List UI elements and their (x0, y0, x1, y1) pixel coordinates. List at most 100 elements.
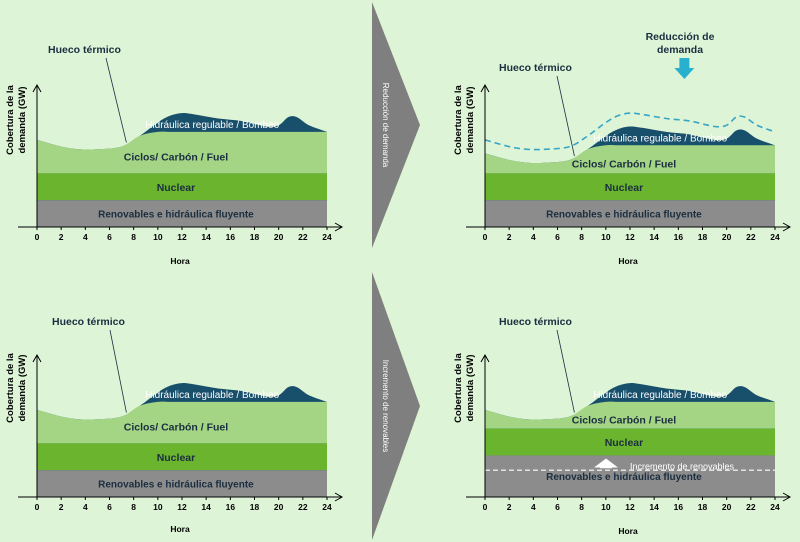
connector-bottom: Incremento de renovables (372, 272, 420, 540)
x-tick-label: 6 (107, 502, 112, 512)
connector-top-shape (372, 2, 420, 248)
x-tick-label: 8 (579, 502, 584, 512)
demand-reduction-arrow (674, 58, 695, 79)
x-tick-label: 16 (226, 502, 236, 512)
y-axis-label: Cobertura de la (453, 84, 464, 154)
connector-top-label: Reducción de demanda (381, 83, 390, 168)
x-tick-label: 6 (555, 502, 560, 512)
x-tick-label: 0 (35, 502, 40, 512)
x-tick-label: 12 (177, 502, 187, 512)
x-tick-label: 4 (531, 232, 536, 242)
x-axis-label: Hora (170, 256, 190, 266)
x-tick-label: 4 (83, 232, 88, 242)
cycles-label: Ciclos/ Carbón / Fuel (572, 414, 677, 426)
x-tick-label: 12 (177, 232, 187, 242)
x-tick-label: 20 (722, 232, 732, 242)
nuclear-area (485, 173, 775, 201)
thermal-gap-pointer (556, 75, 575, 157)
thermal-gap-label: Hueco térmico (52, 316, 125, 328)
y-axis-label: demanda (GW) (465, 86, 476, 153)
x-tick-label: 2 (59, 502, 64, 512)
y-axis-label: demanda (GW) (17, 354, 28, 421)
renewables-label: Renovables e hidráulica fluyente (98, 210, 254, 221)
x-tick-label: 16 (674, 232, 684, 242)
x-tick-label: 16 (674, 502, 684, 512)
x-axis-arrow (334, 492, 344, 502)
x-tick-label: 2 (59, 232, 64, 242)
renewables-label: Renovables e hidráulica fluyente (546, 472, 702, 483)
x-tick-label: 6 (107, 232, 112, 242)
x-tick-label: 20 (274, 232, 284, 242)
x-tick-label: 14 (649, 232, 659, 242)
y-axis-arrow (480, 353, 490, 363)
x-tick-label: 10 (153, 502, 163, 512)
renewables-label: Renovables e hidráulica fluyente (546, 210, 702, 221)
x-tick-label: 4 (531, 502, 536, 512)
x-tick-label: 2 (507, 502, 512, 512)
x-tick-label: 18 (250, 502, 260, 512)
cycles-area (37, 401, 327, 444)
connector-bottom-shape (372, 272, 420, 540)
cycles-area (485, 401, 775, 429)
renewables-area (485, 200, 775, 227)
x-tick-label: 10 (153, 232, 163, 242)
hydro-label: Hidráulica regulable / Bombeo (145, 390, 279, 401)
cycles-area (37, 131, 327, 174)
thermal-gap-label: Hueco térmico (499, 62, 572, 74)
x-tick-label: 6 (555, 232, 560, 242)
demand-reduction-label: demanda (657, 44, 703, 56)
nuclear-area (37, 443, 327, 471)
nuclear-area (485, 428, 775, 456)
x-tick-label: 16 (226, 232, 236, 242)
x-tick-label: 22 (298, 232, 308, 242)
connector-bottom-label: Incremento de renovables (381, 360, 390, 453)
x-tick-label: 8 (131, 232, 136, 242)
cycles-area (485, 144, 775, 174)
x-tick-label: 2 (507, 232, 512, 242)
x-axis-arrow (782, 492, 792, 502)
thermal-gap-pointer (556, 329, 575, 413)
x-tick-label: 14 (201, 232, 211, 242)
x-axis-arrow (334, 222, 344, 232)
connector-top: Reducción de demanda (372, 2, 420, 248)
thermal-gap-pointer (105, 57, 127, 143)
thermal-gap-pointer (109, 329, 127, 413)
thermal-gap-label: Hueco térmico (499, 316, 572, 328)
x-axis-label: Hora (170, 524, 190, 534)
thermal-gap-label: Hueco térmico (48, 44, 121, 56)
original-demand-line (484, 112, 776, 151)
cycles-label: Ciclos/ Carbón / Fuel (572, 158, 677, 170)
nuclear-label: Nuclear (605, 182, 644, 194)
x-tick-label: 8 (579, 232, 584, 242)
x-tick-label: 22 (746, 232, 756, 242)
x-tick-label: 24 (322, 502, 332, 512)
x-tick-label: 24 (770, 502, 780, 512)
x-tick-label: 12 (625, 232, 635, 242)
x-tick-label: 12 (625, 502, 635, 512)
x-tick-label: 0 (35, 232, 40, 242)
renewables-area (37, 470, 327, 497)
nuclear-label: Nuclear (157, 182, 196, 194)
x-tick-label: 20 (274, 502, 284, 512)
x-axis-arrow (782, 222, 792, 232)
x-tick-label: 14 (649, 502, 659, 512)
renewables-increase-arrow (594, 458, 618, 469)
renewables-increase-label: Incremento de renovables (630, 461, 735, 471)
x-tick-label: 24 (322, 232, 332, 242)
y-axis-arrow (32, 353, 42, 363)
x-axis-label: Hora (618, 256, 638, 266)
hydro-label: Hidráulica regulable / Bombeo (145, 120, 279, 131)
renewables-area (485, 455, 775, 497)
y-axis-label: Cobertura de la (453, 352, 464, 422)
nuclear-area (37, 173, 327, 201)
renewables-area (37, 200, 327, 227)
cycles-label: Ciclos/ Carbón / Fuel (124, 422, 229, 434)
y-axis-arrow (32, 83, 42, 93)
hydro-label: Hidráulica regulable / Bombeo (593, 390, 727, 401)
nuclear-label: Nuclear (157, 452, 196, 464)
x-tick-label: 0 (483, 502, 488, 512)
